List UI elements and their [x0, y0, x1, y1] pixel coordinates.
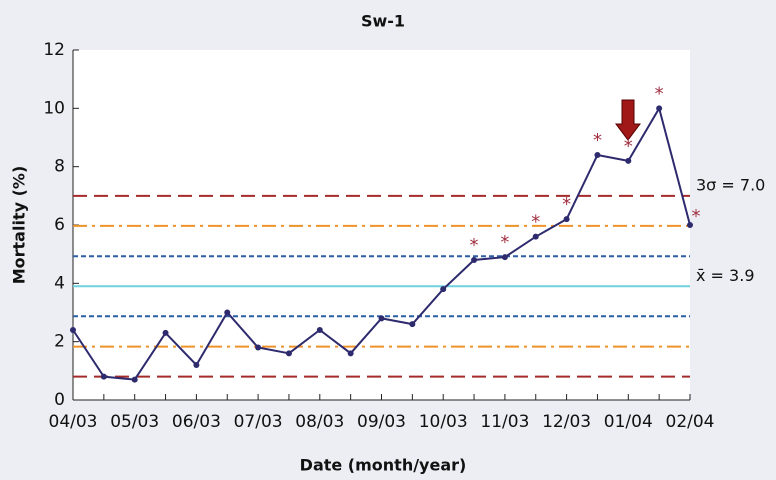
- flag-marker: *: [470, 235, 479, 256]
- y-tick-label: 4: [54, 273, 65, 293]
- data-point: [471, 257, 478, 263]
- x-tick-label: 07/03: [234, 412, 283, 432]
- data-point: [625, 157, 632, 164]
- y-tick-label: 2: [54, 332, 65, 352]
- flag-marker: *: [655, 83, 664, 104]
- x-tick-label: 11/03: [480, 412, 529, 432]
- x-tick-label: 04/03: [49, 412, 98, 432]
- flag-marker: *: [500, 232, 509, 253]
- x-tick-label: 02/04: [666, 412, 715, 432]
- data-point: [131, 376, 138, 383]
- data-point: [224, 309, 231, 316]
- flag-marker: *: [692, 206, 701, 227]
- data-point: [656, 105, 663, 112]
- y-tick-label: 8: [54, 157, 65, 177]
- data-point: [100, 373, 107, 380]
- x-tick-label: 08/03: [295, 412, 344, 432]
- x-tick-label: 05/03: [110, 412, 159, 432]
- y-axis-label: Mortality (%): [10, 166, 29, 285]
- annotation: 3σ = 7.0: [696, 175, 765, 194]
- data-point: [440, 286, 447, 293]
- flag-marker: *: [624, 136, 633, 157]
- data-point: [532, 233, 539, 240]
- data-point: [162, 329, 169, 336]
- data-point: [687, 222, 693, 228]
- flag-marker: *: [562, 194, 571, 215]
- x-tick-label: 06/03: [172, 412, 221, 432]
- x-tick-label: 09/03: [357, 412, 406, 432]
- flag-marker: *: [531, 212, 540, 233]
- data-point: [378, 315, 385, 322]
- x-tick-label: 10/03: [419, 412, 468, 432]
- data-point: [594, 152, 601, 158]
- x-tick-label: 01/04: [604, 412, 653, 432]
- data-point: [193, 362, 200, 368]
- x-axis-label: Date (month/year): [300, 456, 467, 475]
- data-point: [255, 344, 262, 351]
- data-point: [347, 350, 354, 357]
- y-tick-label: 10: [43, 98, 65, 118]
- arrow: [615, 99, 641, 141]
- x-tick-label: 12/03: [542, 412, 591, 432]
- data-point: [563, 216, 570, 223]
- data-point: [285, 350, 292, 357]
- annotation: x̄ = 3.9: [696, 266, 755, 285]
- y-tick-label: 12: [43, 40, 65, 60]
- y-tick-label: 6: [54, 215, 65, 235]
- data-point: [316, 327, 323, 333]
- y-tick-label: 0: [54, 390, 65, 410]
- data-point: [501, 254, 508, 261]
- flag-marker: *: [593, 130, 602, 151]
- data-point: [70, 327, 76, 333]
- data-point: [409, 321, 416, 328]
- chart-title: Sw-1: [361, 12, 405, 31]
